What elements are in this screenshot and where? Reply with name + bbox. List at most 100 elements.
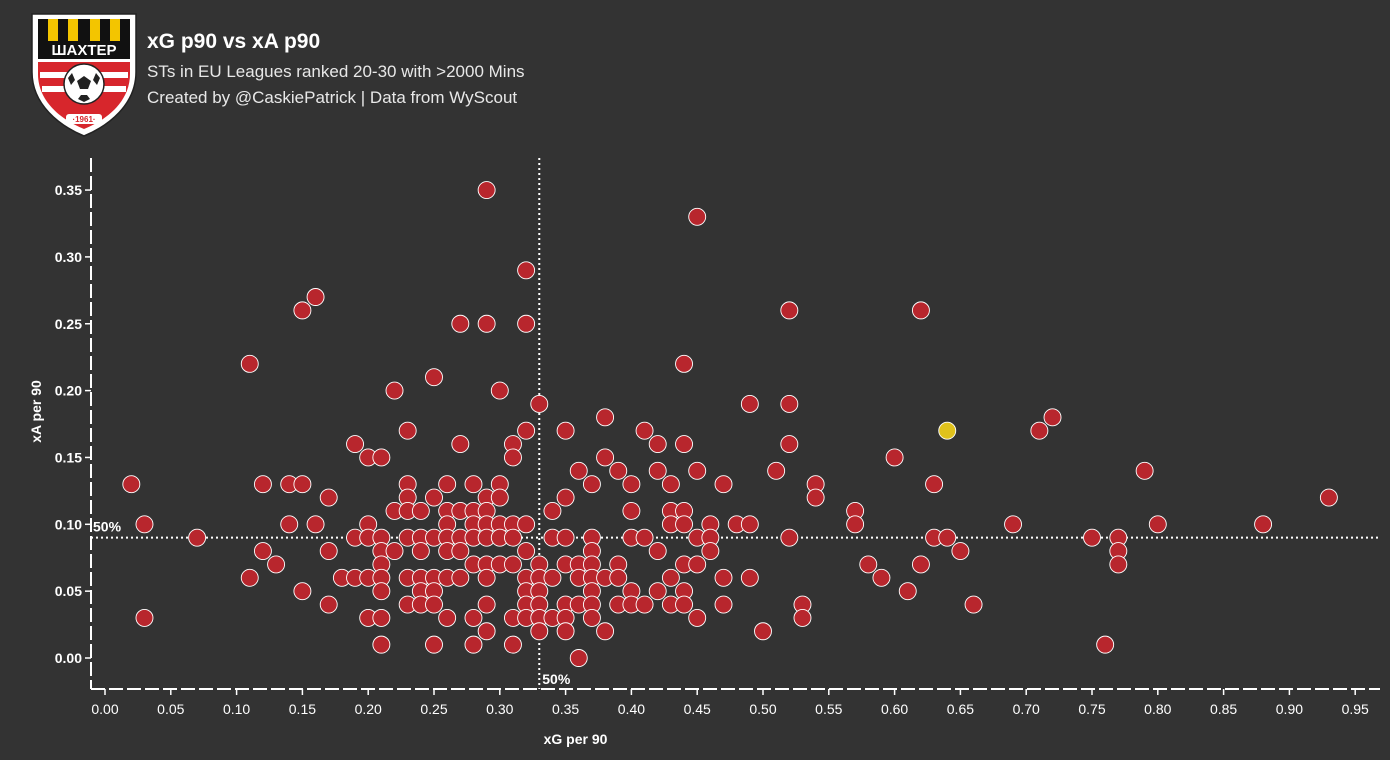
scatter-point <box>740 395 759 413</box>
scatter-point <box>609 568 628 587</box>
scatter-point <box>319 595 338 614</box>
y-tick-label: 0.15 <box>55 449 82 465</box>
scatter-point <box>451 542 470 560</box>
scatter-point <box>596 408 615 427</box>
x-median-label: 50% <box>542 671 571 687</box>
scatter-point <box>385 542 404 560</box>
x-tick-label: 0.60 <box>881 701 908 717</box>
scatter-point <box>806 488 825 507</box>
y-tick-label: 0.25 <box>55 316 82 332</box>
scatter-point <box>267 555 286 574</box>
scatter-point <box>675 435 693 454</box>
scatter-point <box>188 528 207 547</box>
x-tick-label: 0.35 <box>552 701 579 717</box>
scatter-point <box>240 568 259 587</box>
x-tick-label: 0.40 <box>618 701 645 717</box>
scatter-point <box>635 528 654 547</box>
scatter-point <box>293 301 312 320</box>
scatter-point <box>530 622 549 641</box>
scatter-point <box>635 421 654 440</box>
scatter-point <box>135 608 154 627</box>
highlighted-point <box>938 421 957 440</box>
chart-subtitle: STs in EU Leagues ranked 20-30 with >200… <box>147 62 525 81</box>
x-tick-label: 0.45 <box>684 701 711 717</box>
scatter-point <box>596 448 615 467</box>
scatter-point <box>517 261 536 280</box>
scatter-point <box>885 448 904 467</box>
scatter-point <box>846 515 865 534</box>
scatter-point <box>951 542 970 560</box>
scatter-point <box>517 421 536 440</box>
shakhtar-logo: ШАХТЕР ·1961· <box>31 13 137 137</box>
svg-text:·1961·: ·1961· <box>72 115 95 124</box>
scatter-point <box>490 488 509 507</box>
scatter-point <box>477 568 496 587</box>
scatter-point <box>635 595 654 614</box>
scatter-point <box>648 542 667 560</box>
scatter-point <box>477 622 496 641</box>
x-tick-label: 0.80 <box>1144 701 1171 717</box>
scatter-point <box>438 608 457 627</box>
y-tick-label: 0.20 <box>55 383 82 399</box>
scatter-point <box>319 542 338 560</box>
scatter-point <box>1096 635 1115 654</box>
scatter-point <box>1254 515 1273 534</box>
scatter-point <box>517 515 536 534</box>
scatter-point <box>543 501 562 520</box>
svg-text:ШАХТЕР: ШАХТЕР <box>51 42 116 59</box>
x-tick-label: 0.95 <box>1342 701 1369 717</box>
x-tick-label: 0.85 <box>1210 701 1237 717</box>
scatter-point <box>964 595 983 614</box>
scatter-point <box>622 475 641 494</box>
scatter-point <box>740 515 759 534</box>
scatter-point <box>911 555 930 574</box>
scatter-point <box>793 608 812 627</box>
scatter-point <box>701 542 720 560</box>
x-tick-label: 0.50 <box>749 701 776 717</box>
scatter-point <box>477 595 496 614</box>
scatter-point <box>319 488 338 507</box>
x-tick-label: 0.55 <box>815 701 842 717</box>
scatter-point <box>253 475 272 494</box>
scatter-point <box>293 582 312 601</box>
x-tick-label: 0.75 <box>1078 701 1105 717</box>
scatter-point <box>675 354 693 373</box>
scatter-point <box>688 608 707 627</box>
y-tick-label: 0.35 <box>55 182 82 198</box>
scatter-point <box>1148 515 1167 534</box>
scatter-point <box>122 475 141 494</box>
x-tick-label: 0.15 <box>289 701 316 717</box>
scatter-point <box>293 475 312 494</box>
x-tick-label: 0.25 <box>420 701 447 717</box>
scatter-point <box>1043 408 1062 427</box>
scatter-point <box>661 568 680 587</box>
scatter-point <box>569 461 588 480</box>
scatter-point <box>714 475 733 494</box>
scatter-point <box>398 421 417 440</box>
scatter-point <box>372 635 391 654</box>
scatter-point <box>464 475 483 494</box>
scatter-point <box>609 461 628 480</box>
scatter-point <box>675 595 693 614</box>
scatter-point <box>135 515 154 534</box>
scatter-point <box>1083 528 1101 547</box>
scatter-point <box>596 622 615 641</box>
scatter-point <box>569 649 588 667</box>
scatter-point <box>411 542 430 560</box>
scatter-point <box>517 314 536 333</box>
scatter-point <box>1319 488 1338 507</box>
scatter-point <box>490 381 509 400</box>
scatter-point <box>688 461 707 480</box>
y-axis-label: xA per 90 <box>28 380 44 443</box>
scatter-point <box>754 622 772 641</box>
scatter-point <box>582 608 601 627</box>
scatter-point <box>240 354 259 373</box>
scatter-point <box>780 395 799 413</box>
scatter-point <box>1135 461 1154 480</box>
scatter-point <box>938 528 957 547</box>
scatter-point <box>425 595 443 614</box>
scatter-point <box>556 488 575 507</box>
scatter-point <box>280 515 299 534</box>
scatter-point <box>648 461 667 480</box>
